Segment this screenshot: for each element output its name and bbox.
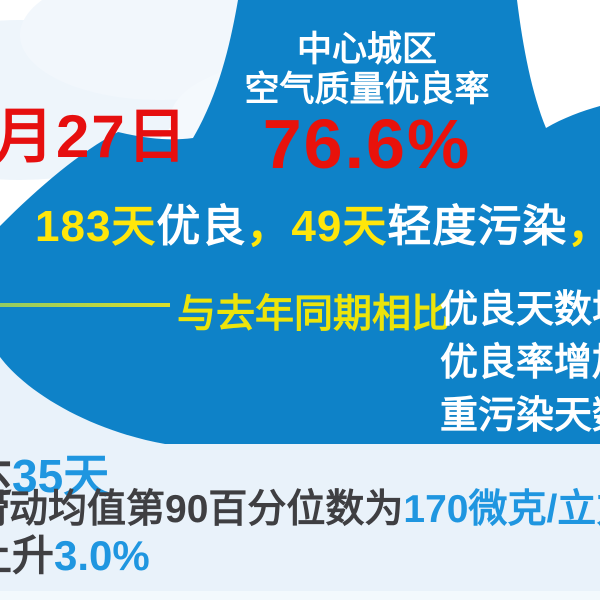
stats-days-good-label: 优良 xyxy=(156,202,247,251)
comparison-line-good-days: 优良天数增 xyxy=(440,289,600,331)
divider-line xyxy=(0,303,170,307)
bottom-light-strip xyxy=(0,591,600,600)
stats-days-moderate-count: ，7天 xyxy=(567,202,600,251)
stats-days-light-label: 轻度污染 xyxy=(387,202,568,251)
cloud-title-line1: 中心城区 xyxy=(296,30,437,69)
comparison-label: 与去年同期相比 xyxy=(177,293,451,336)
bottom-line-3-value: 3.0% xyxy=(54,532,150,579)
stats-days-good-count: 183天 xyxy=(35,202,157,251)
cloud-title: 中心城区 空气质量优良率 xyxy=(202,30,532,110)
bottom-line-3-prefix: 上升 xyxy=(0,532,55,579)
bottom-line-1-value: 35天 xyxy=(12,450,110,502)
bottom-line-2-prefix: 滑动均值第90百分位数为 xyxy=(0,488,404,531)
comparison-lines: 优良天数增 优良率增加 重污染天数 xyxy=(440,284,600,443)
stats-days-light-count: ，49天 xyxy=(246,202,388,251)
stats-line: 183天优良，49天轻度污染，7天中 xyxy=(35,190,600,254)
rate-value: 76.6% xyxy=(262,105,472,183)
bottom-line-1-prefix: 达 xyxy=(0,450,12,502)
comparison-line-heavy-days: 重污染天数 xyxy=(440,395,600,437)
main-cloud-icon xyxy=(0,0,600,444)
cloud-title-line2: 空气质量优良率 xyxy=(244,70,490,109)
bottom-line-1: 达35天 xyxy=(0,440,109,506)
bottom-background xyxy=(0,357,600,600)
bottom-line-2-value: 170微克/立方米 xyxy=(403,488,600,531)
bottom-line-2: 滑动均值第90百分位数为170微克/立方米 xyxy=(0,478,600,534)
comparison-line-good-rate: 优良率增加 xyxy=(440,342,600,384)
date-label: 月27日 xyxy=(0,103,189,170)
bottom-line-3: 上升3.0% xyxy=(0,522,150,583)
